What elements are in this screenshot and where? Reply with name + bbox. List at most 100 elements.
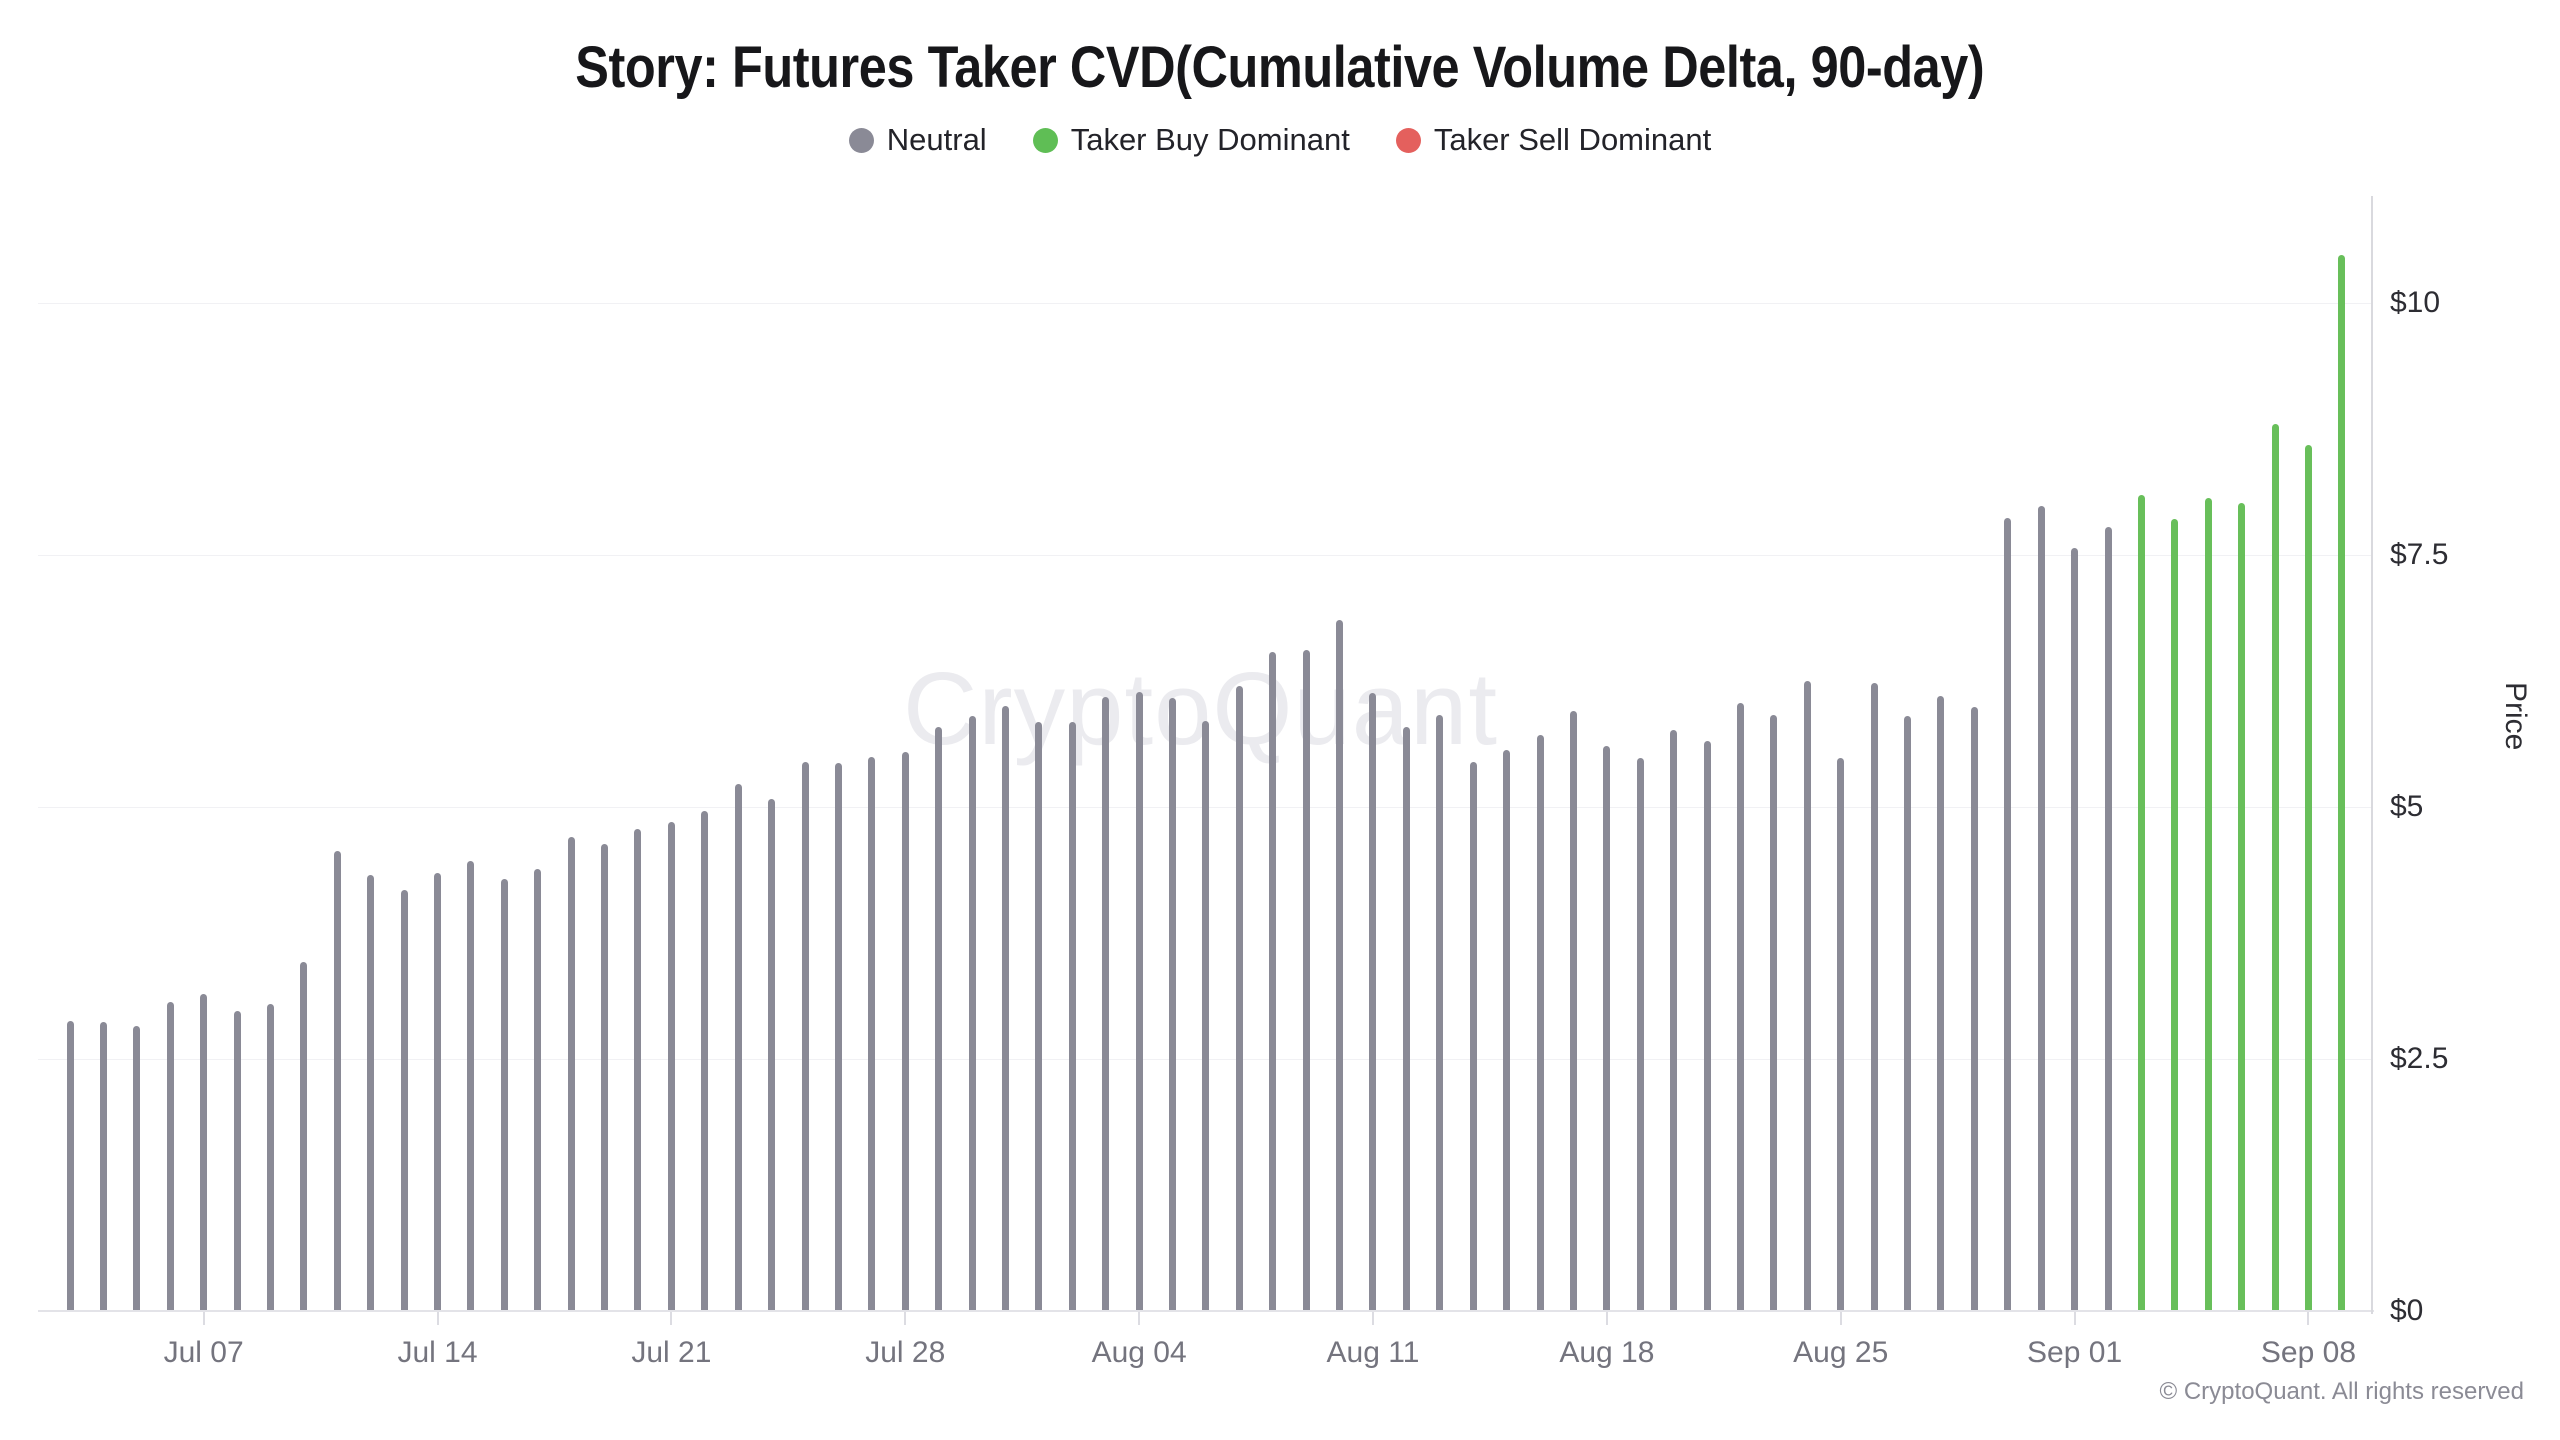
bar-jul-03 [66,1020,74,1311]
bar-jul-13 [400,889,408,1311]
y-tick-label-$2.5: $2.5 [2390,1042,2449,1075]
bar-jul-25 [801,761,809,1311]
bar-jul-12 [367,874,375,1311]
chart-title-text: Story: Futures Taker CVD(Cumulative Volu… [575,35,1985,100]
bar-aug-30 [2004,517,2012,1311]
bar-aug-16 [1536,735,1544,1311]
bar-sep-09 [2338,254,2346,1311]
bar-sep-08 [2304,445,2312,1311]
bar-jul-08 [233,1010,241,1311]
bar-aug-05 [1169,698,1177,1311]
x-tick-label-aug-18: Aug 18 [1559,1336,1655,1369]
bar-aug-24 [1803,681,1811,1311]
bar-sep-05 [2204,497,2212,1311]
bar-jul-22 [701,811,709,1311]
bar-aug-14 [1469,761,1477,1311]
bar-aug-29 [1970,707,1978,1311]
bar-aug-08 [1269,651,1277,1311]
x-tick-aug-11 [1371,1312,1374,1325]
y-axis-line [2371,196,2373,1314]
x-tick-label-jul-28: Jul 28 [865,1336,946,1369]
x-tick-label-aug-11: Aug 11 [1326,1336,1420,1369]
bar-jul-21 [667,822,675,1311]
x-tick-label-aug-25: Aug 25 [1793,1336,1889,1369]
x-tick-aug-18 [1605,1312,1608,1325]
x-axis-line [38,1310,2374,1312]
y-tick-label-$5: $5 [2390,790,2424,823]
legend-label: Taker Sell Dominant [1433,122,1712,157]
bar-jul-24 [768,798,776,1311]
x-tick-label-jul-21: Jul 21 [631,1336,712,1369]
bar-sep-07 [2271,423,2279,1311]
bar-jul-26 [834,762,842,1311]
bar-aug-18 [1603,745,1611,1311]
bar-sep-02 [2104,526,2112,1311]
gridline-$7.5 [38,554,2372,556]
bar-aug-01 [1035,722,1043,1311]
y-axis-title: Price [2499,682,2532,751]
bar-aug-15 [1503,749,1511,1311]
bar-sep-06 [2238,502,2246,1311]
bar-aug-31 [2037,505,2045,1311]
copyright-notice: © CryptoQuant. All rights reserved [2159,1378,2525,1405]
legend-item-neutral[interactable]: Neutral [848,122,987,158]
bar-aug-03 [1102,697,1110,1311]
bar-aug-19 [1636,757,1644,1311]
bar-jul-31 [1001,706,1009,1311]
x-tick-sep-01 [2073,1312,2076,1325]
bar-aug-17 [1569,711,1577,1311]
legend-item-taker-sell-dominant[interactable]: Taker Sell Dominant [1395,122,1712,158]
bar-jul-06 [166,1001,174,1311]
bar-aug-10 [1336,619,1344,1311]
bar-jul-16 [500,878,508,1311]
bar-jul-05 [133,1025,141,1311]
bar-jul-04 [99,1021,107,1311]
legend-label: Neutral [886,122,987,157]
bar-aug-13 [1436,715,1444,1311]
bar-jul-18 [567,837,575,1311]
gridline-$10 [38,302,2372,304]
sell-dot-icon [1395,127,1421,153]
y-tick-label-$0: $0 [2390,1294,2424,1327]
bar-aug-11 [1369,693,1377,1311]
bar-jul-14 [434,872,441,1311]
legend-item-taker-buy-dominant[interactable]: Taker Buy Dominant [1032,122,1350,158]
x-tick-jul-07 [202,1312,205,1325]
bar-jul-10 [300,962,308,1311]
bar-aug-09 [1302,649,1310,1311]
bar-jul-28 [901,751,909,1311]
chart-legend: Neutral Taker Buy Dominant Taker Sell Do… [0,122,2560,158]
bar-sep-03 [2137,494,2145,1311]
buy-dot-icon [1032,127,1058,153]
x-tick-label-sep-01: Sep 01 [2027,1336,2123,1369]
x-tick-aug-25 [1839,1312,1842,1325]
bar-jul-15 [467,861,475,1311]
bar-aug-06 [1202,721,1210,1311]
bar-jul-17 [534,869,542,1311]
bar-aug-28 [1937,696,1945,1311]
bar-sep-04 [2171,518,2179,1311]
bar-jul-19 [601,844,609,1311]
x-tick-jul-14 [436,1312,439,1325]
x-tick-label-jul-14: Jul 14 [397,1336,478,1369]
bar-aug-21 [1703,741,1711,1311]
bar-jul-29 [935,727,943,1311]
bar-aug-22 [1737,703,1744,1311]
x-tick-label-jul-07: Jul 07 [163,1336,244,1369]
neutral-dot-icon [848,127,874,153]
bar-jul-07 [200,994,208,1311]
bar-aug-07 [1235,686,1243,1311]
bar-aug-23 [1770,715,1778,1311]
bar-aug-20 [1670,730,1678,1311]
bar-jul-09 [266,1003,274,1311]
bar-aug-12 [1402,727,1410,1311]
x-tick-label-aug-04: Aug 04 [1091,1336,1187,1369]
bar-aug-27 [1904,716,1912,1311]
bar-jul-30 [968,716,976,1311]
x-tick-jul-21 [670,1312,673,1325]
bar-jul-11 [333,851,341,1311]
bar-aug-02 [1068,722,1076,1311]
x-tick-jul-28 [904,1312,907,1325]
x-tick-sep-08 [2307,1312,2310,1325]
